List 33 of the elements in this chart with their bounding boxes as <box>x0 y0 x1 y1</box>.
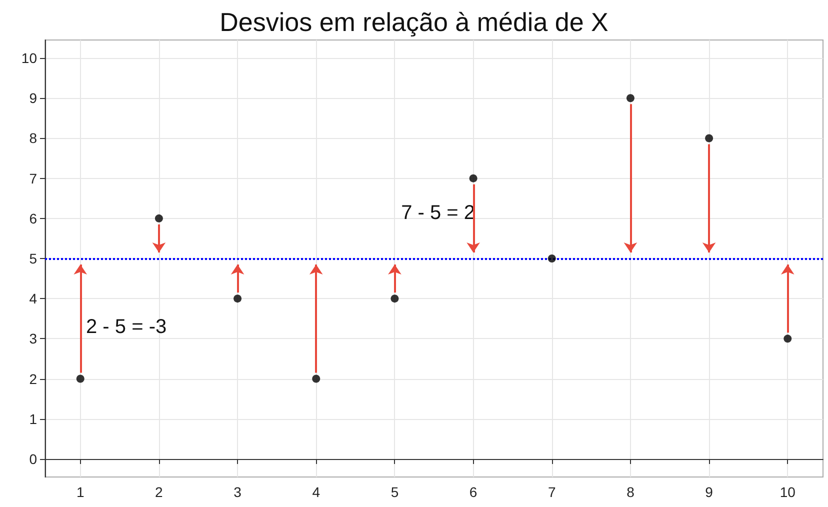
x-tick-label: 7 <box>548 484 556 500</box>
y-tick-label: 3 <box>29 330 38 347</box>
point <box>626 94 634 102</box>
x-tick-label: 1 <box>76 484 84 500</box>
x-tick-label: 9 <box>705 484 714 500</box>
point <box>548 254 556 262</box>
point <box>784 334 792 343</box>
y-tick-label: 7 <box>29 170 38 186</box>
point <box>390 294 399 303</box>
x-tick-label: 5 <box>390 484 399 500</box>
x-tick-label: 6 <box>469 484 478 500</box>
point <box>154 214 163 222</box>
x-tick-label: 4 <box>312 484 320 500</box>
y-tick-label: 4 <box>29 290 38 307</box>
y-tick-label: 5 <box>29 250 38 266</box>
point <box>469 174 478 182</box>
point <box>76 374 84 383</box>
x-tick-label: 8 <box>626 484 635 500</box>
point <box>234 294 242 303</box>
y-tick-label: 0 <box>29 450 38 467</box>
y-tick-label: 1 <box>29 410 38 427</box>
annotation: 2 - 5 = -3 <box>86 316 167 338</box>
y-tick-label: 10 <box>21 50 38 66</box>
point <box>312 374 320 383</box>
y-tick-label: 8 <box>29 130 38 146</box>
point <box>705 134 714 142</box>
y-tick-label: 2 <box>29 370 38 387</box>
y-tick-label: 6 <box>29 210 38 226</box>
chart-title: Desvios em relação à média de X <box>220 7 608 37</box>
x-tick-label: 10 <box>780 484 796 500</box>
x-tick-label: 2 <box>155 484 164 500</box>
y-tick-label: 9 <box>29 90 38 106</box>
x-tick-label: 3 <box>234 484 242 500</box>
